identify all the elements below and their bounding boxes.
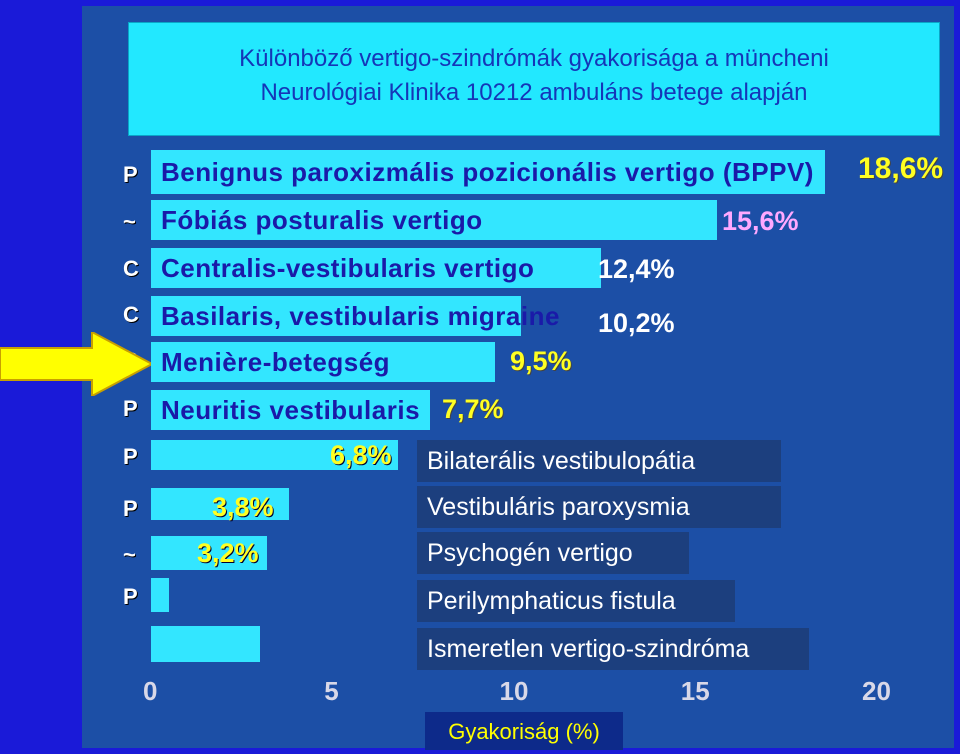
bar	[151, 536, 267, 570]
side-letter: P	[123, 496, 138, 521]
value-label: 9,5%	[510, 346, 572, 376]
value-label: 12,4%	[598, 254, 675, 284]
category-label: Menière-betegség	[161, 347, 391, 377]
x-tick-label: 5	[324, 676, 339, 706]
value-label: 3,8%	[212, 492, 274, 522]
bar	[151, 296, 521, 336]
bar	[151, 440, 398, 470]
category-label: Ismeretlen vertigo-szindróma	[417, 628, 809, 670]
bar	[151, 150, 826, 194]
title-line-2: Neurológiai Klinika 10212 ambuláns beteg…	[260, 79, 808, 106]
value-label: 6,8%	[330, 440, 392, 470]
value-label: 3,2%	[197, 538, 259, 568]
side-letter: ~	[123, 542, 136, 567]
category-label: Neuritis vestibularis	[161, 395, 421, 425]
side-letter: P	[123, 162, 138, 187]
title-box: Különböző vertigo-szindrómák gyakorisága…	[128, 22, 940, 136]
value-label: 18,6%	[858, 152, 944, 185]
side-letter: C	[123, 302, 139, 327]
bar	[151, 578, 170, 612]
side-letter: P	[123, 444, 138, 469]
x-tick-label: 20	[862, 676, 891, 706]
value-label: 15,6%	[722, 206, 799, 236]
side-letter: ~	[123, 209, 136, 234]
x-tick-label: 0	[143, 676, 158, 706]
side-letter: C	[123, 256, 139, 281]
category-label: Psychogén vertigo	[417, 532, 689, 574]
category-label: Centralis-vestibularis vertigo	[161, 253, 535, 283]
bar	[151, 626, 260, 662]
bar	[151, 390, 431, 430]
bar	[151, 200, 717, 240]
value-label: 10,2%	[598, 308, 675, 338]
value-label: 7,7%	[442, 394, 504, 424]
side-letter: P	[123, 396, 138, 421]
side-letter: P	[123, 584, 138, 609]
x-axis-label: Gyakoriság (%)	[425, 712, 623, 750]
category-label: Benignus paroxizmális pozicionális verti…	[161, 157, 814, 187]
category-label: Vestibuláris paroxysmia	[417, 486, 781, 528]
x-tick-label: 10	[499, 676, 529, 706]
category-label: Bilaterális vestibulopátia	[417, 440, 781, 482]
arrow-icon	[0, 332, 155, 396]
bar	[151, 342, 496, 382]
category-label: Perilymphaticus fistula	[417, 580, 735, 622]
category-label: Fóbiás posturalis vertigo	[161, 205, 483, 235]
bar	[151, 488, 289, 520]
title-line-1: Különböző vertigo-szindrómák gyakorisága…	[239, 45, 829, 72]
bar	[151, 248, 601, 288]
x-tick-label: 15	[680, 676, 710, 706]
category-label: Basilaris, vestibularis migraine	[161, 301, 560, 331]
